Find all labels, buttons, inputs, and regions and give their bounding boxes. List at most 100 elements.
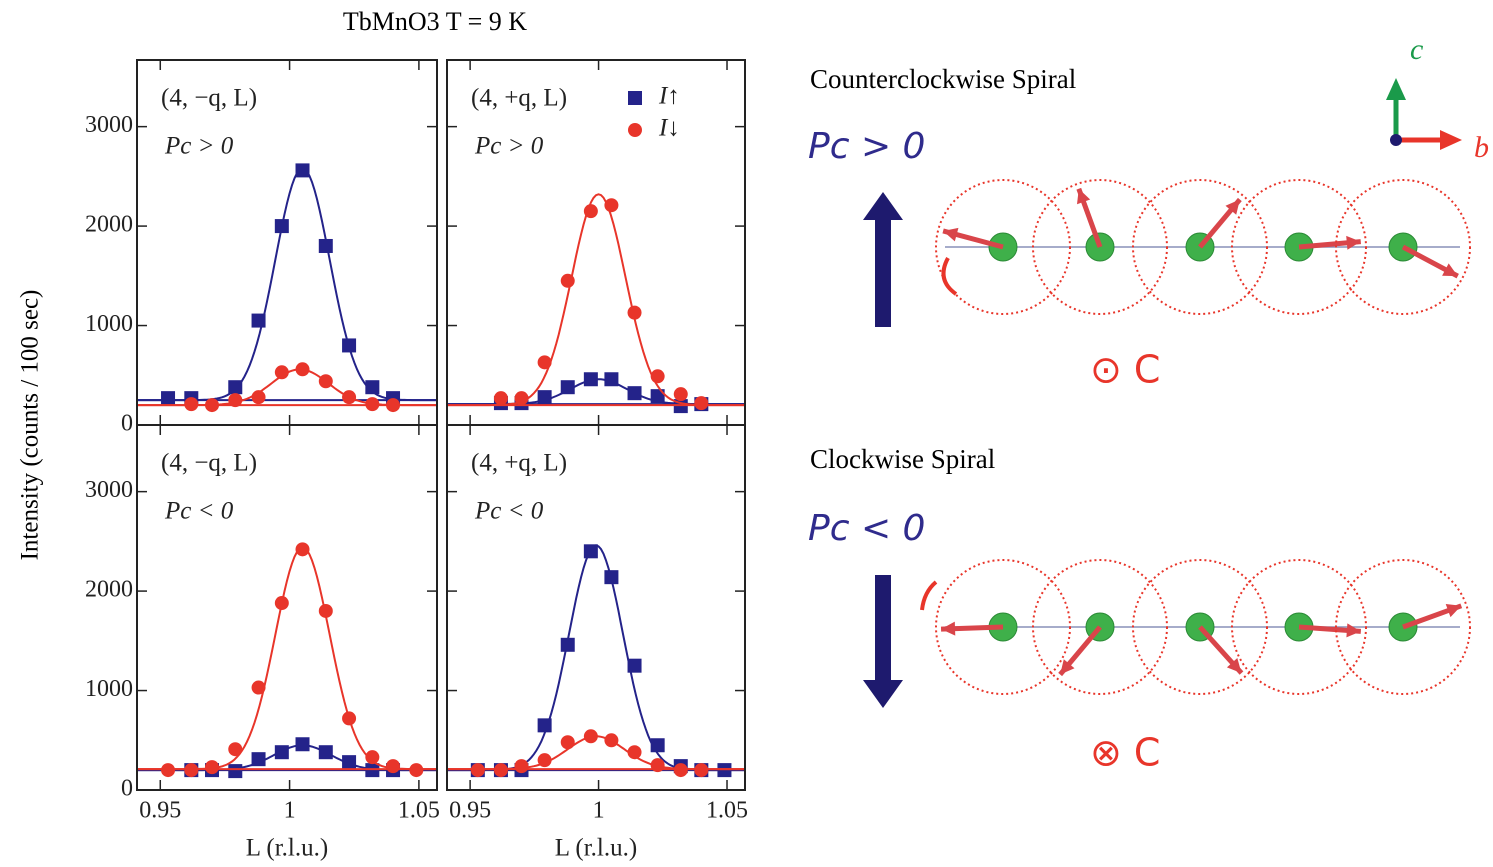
panel-label: (4, +q, L)	[471, 450, 567, 477]
y-tick-label: 3000	[85, 477, 133, 503]
data-point	[538, 753, 552, 767]
y-tick-label: 2000	[85, 212, 133, 238]
fit-curve	[137, 168, 437, 400]
polarization: Pc < 0	[808, 508, 925, 549]
data-point	[674, 763, 688, 777]
data-point	[342, 711, 356, 725]
data-point	[296, 737, 310, 751]
data-point	[694, 396, 708, 410]
data-point	[628, 386, 642, 400]
x-axis-label: L (r.l.u.)	[555, 835, 637, 862]
legend-marker	[628, 91, 642, 105]
data-point	[604, 372, 618, 386]
data-point	[561, 274, 575, 288]
data-point	[651, 758, 665, 772]
x-tick-label: 1.05	[398, 798, 440, 824]
y-tick-label: 2000	[85, 577, 133, 603]
panel-condition: Pc > 0	[164, 133, 234, 160]
data-point	[342, 338, 356, 352]
data-point	[628, 745, 642, 759]
data-point	[252, 681, 266, 695]
figure-title: TbMnO3 T = 9 K	[343, 7, 527, 36]
data-point	[604, 198, 618, 212]
polarization-arrow	[863, 192, 903, 327]
data-point	[628, 306, 642, 320]
data-point	[386, 759, 400, 773]
spiral-diagram: Counterclockwise Spiral Pc > 0 ⊙ C Clock…	[808, 33, 1489, 775]
data-point	[674, 387, 688, 401]
data-point	[561, 735, 575, 749]
data-point	[628, 659, 642, 673]
data-point	[228, 764, 242, 778]
data-point	[184, 763, 198, 777]
data-point	[228, 742, 242, 756]
data-point	[228, 380, 242, 394]
data-point	[584, 729, 598, 743]
data-point	[515, 391, 529, 405]
legend-label: I↑	[658, 83, 680, 110]
data-point	[604, 733, 618, 747]
panel-condition: Pc > 0	[474, 133, 544, 160]
data-point	[694, 763, 708, 777]
data-point	[184, 397, 198, 411]
panel-label: (4, −q, L)	[161, 85, 257, 112]
data-point	[386, 398, 400, 412]
data-point	[228, 393, 242, 407]
data-point	[538, 390, 552, 404]
x-axis-label: L (r.l.u.)	[246, 835, 328, 862]
chirality: ⊗ C	[1090, 731, 1160, 775]
data-point	[161, 763, 175, 777]
y-tick-label: 0	[121, 776, 133, 802]
data-point	[471, 763, 485, 777]
data-point	[538, 718, 552, 732]
data-point	[584, 372, 598, 386]
heading: Counterclockwise Spiral	[810, 64, 1076, 94]
y-tick-label: 1000	[85, 676, 133, 702]
x-tick-label: 1	[593, 798, 605, 824]
data-point	[161, 391, 175, 405]
x-tick-label: 0.95	[449, 798, 491, 824]
figure: TbMnO3 T = 9 K Intensity (counts / 100 s…	[0, 0, 1493, 867]
chirality: ⊙ C	[1090, 348, 1160, 392]
data-point	[651, 369, 665, 383]
data-point	[342, 755, 356, 769]
data-point	[319, 239, 333, 253]
axis-label: c	[1410, 33, 1423, 66]
plot-frame	[447, 60, 745, 425]
polarization: Pc > 0	[808, 126, 925, 167]
x-tick-label: 1	[284, 798, 296, 824]
axis-label: b	[1474, 131, 1489, 164]
data-point	[409, 763, 423, 777]
spin-head	[941, 622, 955, 636]
rotation-arrow	[944, 258, 957, 294]
fit-curve	[137, 547, 437, 769]
data-point	[604, 570, 618, 584]
data-point	[252, 752, 266, 766]
data-point	[651, 738, 665, 752]
panel-label: (4, +q, L)	[471, 85, 567, 112]
data-point	[275, 745, 289, 759]
rotation-arrow	[922, 582, 936, 610]
data-point	[365, 750, 379, 764]
axis-arrowhead	[1440, 130, 1462, 150]
data-point	[515, 759, 529, 773]
panel-condition: Pc < 0	[474, 498, 544, 525]
heading: Clockwise Spiral	[810, 444, 995, 474]
y-tick-label: 3000	[85, 112, 133, 138]
data-point	[584, 544, 598, 558]
data-point	[319, 745, 333, 759]
panel-condition: Pc < 0	[164, 498, 234, 525]
data-point	[275, 596, 289, 610]
data-point	[538, 355, 552, 369]
data-point	[296, 163, 310, 177]
axis-origin	[1390, 134, 1402, 146]
y-axis-label: Intensity (counts / 100 sec)	[17, 290, 44, 561]
data-point	[319, 604, 333, 618]
data-point	[205, 760, 219, 774]
data-point	[584, 204, 598, 218]
x-tick-label: 0.95	[139, 798, 181, 824]
data-point	[205, 398, 219, 412]
polarization-arrow	[863, 575, 903, 708]
y-tick-label: 0	[121, 411, 133, 437]
data-point	[275, 219, 289, 233]
